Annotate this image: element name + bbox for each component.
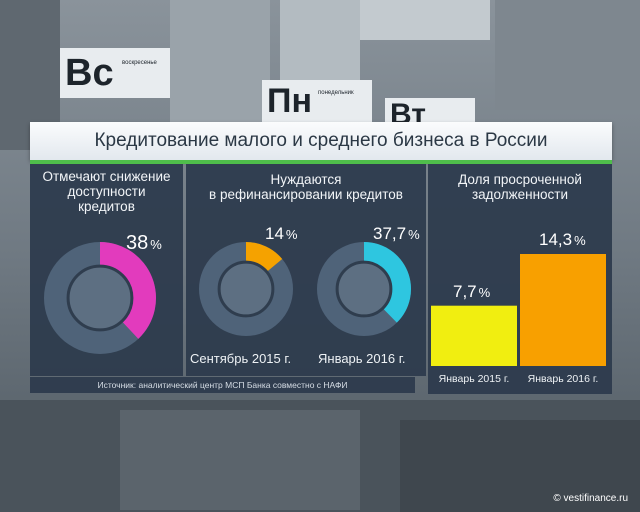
- accent-bar: [30, 160, 612, 164]
- value-number: 38: [126, 232, 149, 254]
- day-tile-big-text: Вт: [390, 98, 426, 124]
- panel-title-line: Доля просроченной: [458, 172, 582, 187]
- percent-sign: %: [478, 284, 491, 300]
- value-label: 7,7%: [453, 282, 490, 302]
- panel-title: Доля просроченной задолженности: [428, 172, 612, 202]
- donut-slice: [100, 242, 156, 339]
- donut-slice: [364, 242, 411, 323]
- value-label: 37,7%: [373, 224, 420, 244]
- bar-chart-overdue: [431, 254, 606, 366]
- value-number: 14,3: [539, 230, 573, 249]
- value-label: 14,3%: [539, 230, 586, 250]
- category-label-jan-2016: Январь 2016 г.: [527, 373, 599, 385]
- donut-chart-access: [44, 242, 156, 354]
- percent-sign: %: [574, 233, 586, 248]
- credit-text: © vestifinance.ru: [553, 493, 628, 504]
- source-note: Источник: аналитический центр МСП Банка …: [30, 377, 415, 393]
- bar-2: [520, 254, 606, 366]
- day-tile-sunday: Вс воскресенье: [60, 48, 170, 98]
- panel-title-line: Нуждаются: [270, 172, 342, 187]
- panel-refinancing: Нуждаются в рефинансировании кредитов 14…: [186, 164, 426, 376]
- percent-sign: %: [408, 227, 420, 242]
- donut-slice: [246, 242, 283, 272]
- panel-title-line: кредитов: [78, 199, 135, 214]
- bar-1: [431, 305, 517, 366]
- category-label-jan-2016: Январь 2016 г.: [318, 351, 406, 366]
- panel-access-decline: Отмечают снижение доступности кредитов 3…: [30, 164, 183, 376]
- panel-title-line: в рефинансировании кредитов: [209, 187, 403, 202]
- panel-title: Отмечают снижение доступности кредитов: [30, 169, 183, 214]
- donut-chart-sep-2015: [199, 242, 293, 336]
- day-tile-small-text: понедельник: [318, 90, 354, 96]
- day-tile-monday: Пн понедельник: [262, 80, 372, 124]
- donut-chart-jan-2016: [317, 242, 411, 336]
- panel-title-line: задолженности: [471, 187, 569, 202]
- day-tile-small-text: воскресенье: [122, 60, 157, 66]
- value-number: 7,7: [453, 281, 477, 301]
- panel-title-line: Отмечают снижение: [42, 169, 171, 184]
- panel-title: Нуждаются в рефинансировании кредитов: [186, 172, 426, 202]
- value-label: 38%: [126, 232, 162, 255]
- chart-title: Кредитование малого и среднего бизнеса в…: [30, 122, 612, 160]
- value-number: 14: [265, 224, 284, 243]
- percent-sign: %: [285, 227, 298, 242]
- category-label-jan-2015: Январь 2015 г.: [438, 373, 510, 385]
- panel-title-line: доступности: [67, 184, 146, 199]
- donut-hole: [335, 260, 393, 318]
- donut-hole: [66, 264, 134, 332]
- day-tile-big-text: Вс: [65, 52, 114, 94]
- value-number: 37,7: [373, 224, 407, 243]
- value-label: 14%: [265, 224, 297, 244]
- day-tile-tuesday: Вт: [385, 98, 475, 124]
- donut-hole: [217, 260, 275, 318]
- panel-overdue-debt: Доля просроченной задолженности 7,7% 14,…: [428, 164, 612, 394]
- category-label-sep-2015: Сентябрь 2015 г.: [190, 351, 292, 366]
- day-tile-big-text: Пн: [267, 82, 312, 120]
- percent-sign: %: [150, 237, 162, 252]
